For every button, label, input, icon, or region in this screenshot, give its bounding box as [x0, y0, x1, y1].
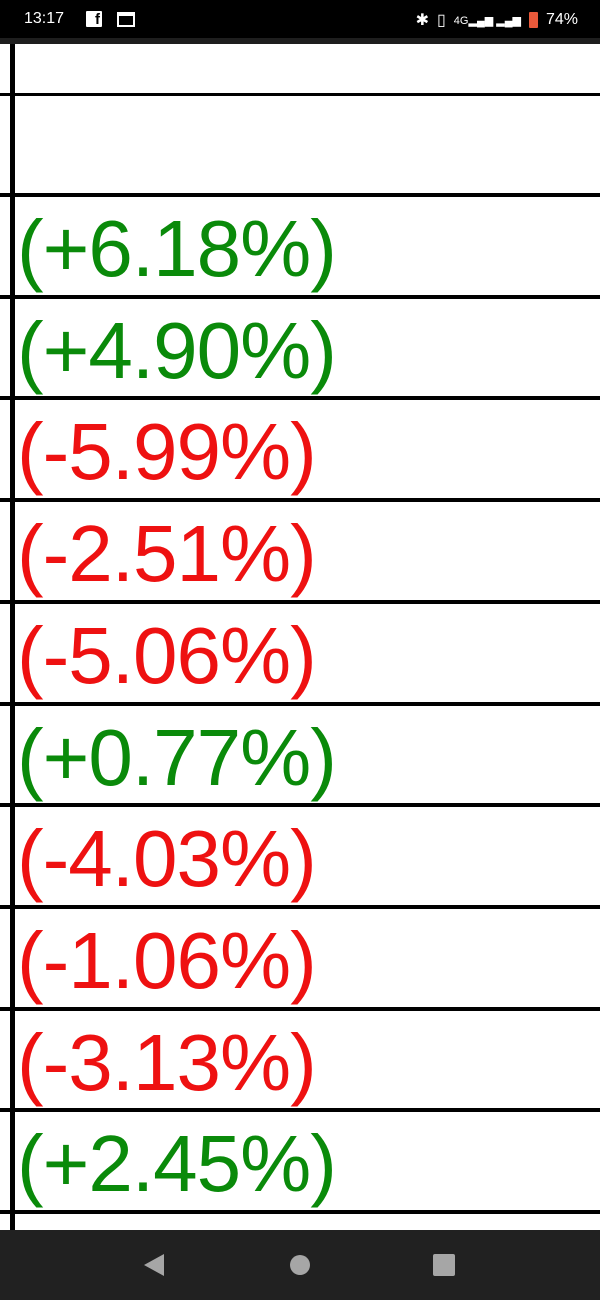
row-divider [0, 294, 600, 299]
row-divider [0, 498, 600, 503]
back-icon[interactable] [144, 1254, 164, 1276]
percent-change-cell[interactable]: (+0.77%) [17, 712, 337, 802]
percent-change-cell[interactable]: (+2.45%) [17, 1119, 337, 1209]
percent-change-cell[interactable]: (-5.06%) [17, 610, 317, 700]
row-divider [0, 803, 600, 808]
row-divider [0, 1006, 600, 1011]
percent-change-cell[interactable]: (-1.06%) [17, 915, 317, 1005]
percent-change-cell[interactable]: (+4.90%) [17, 305, 337, 395]
percent-change-cell[interactable]: (-5.99%) [17, 407, 317, 497]
navigation-bar [0, 1230, 600, 1300]
data-table[interactable]: (+6.18%) (+4.90%) (-5.99%) (-2.51%) (-5.06%)… [0, 44, 600, 1230]
percent-change-cell[interactable]: (-3.13%) [17, 1017, 317, 1107]
battery-percent: 74% [545, 11, 578, 28]
row-divider [0, 93, 600, 96]
row-divider [0, 599, 600, 604]
row-divider [0, 193, 600, 197]
vibrate-icon: ▯ [436, 12, 446, 29]
bluetooth-icon: ✱ [415, 12, 429, 29]
row-divider [0, 904, 600, 909]
app-bar-shadow [0, 38, 600, 44]
percent-change-cell[interactable]: (-4.03%) [17, 814, 317, 904]
row-divider [0, 1210, 600, 1214]
calendar-icon [117, 12, 135, 27]
signal-icon: 4G▂▄▆ ▂▄▆ [453, 14, 521, 27]
recents-icon[interactable] [433, 1254, 455, 1276]
clock: 13:17 [24, 10, 65, 27]
percent-change-cell[interactable]: (-2.51%) [17, 509, 317, 599]
row-divider [0, 1108, 600, 1113]
status-bar: 13:17 f ✱ ▯ 4G▂▄▆ ▂▄▆ 74% [0, 0, 600, 38]
column-divider [10, 44, 15, 1230]
battery-icon [528, 12, 538, 28]
percent-change-cell[interactable]: (+6.18%) [17, 204, 337, 293]
row-divider [0, 396, 600, 401]
row-divider [0, 701, 600, 706]
facebook-icon: f [86, 11, 102, 28]
network-type: 4G [453, 14, 469, 27]
home-icon[interactable] [290, 1255, 310, 1275]
